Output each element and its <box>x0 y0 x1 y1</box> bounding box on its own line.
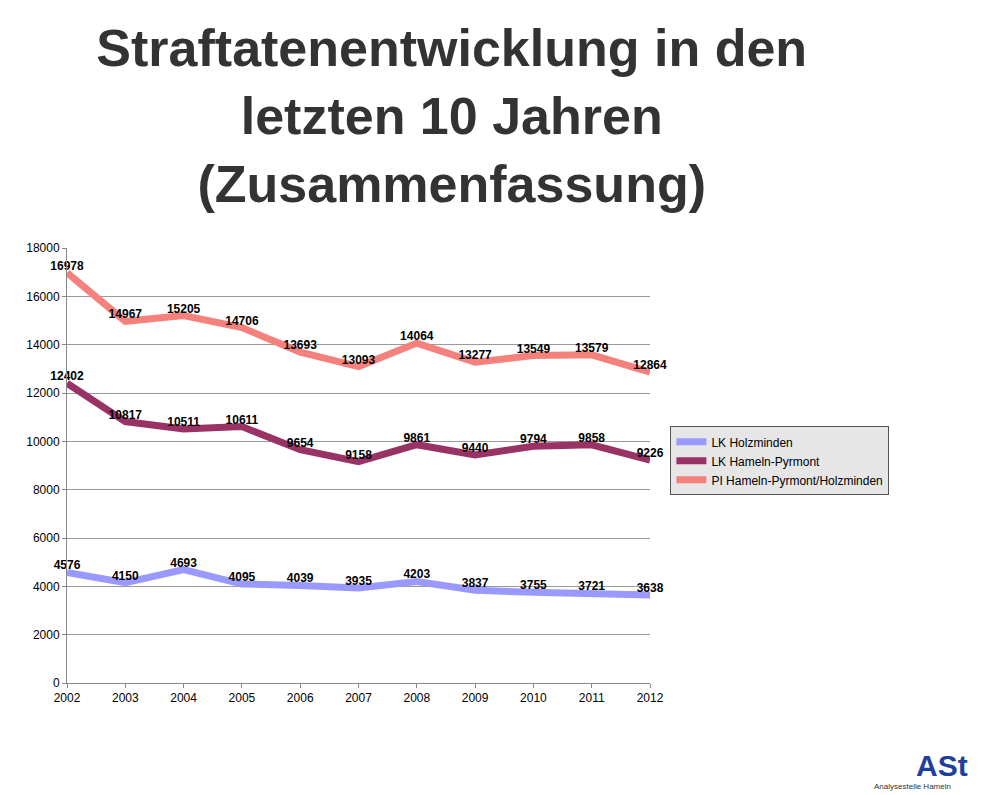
svg-text:2006: 2006 <box>287 691 314 705</box>
svg-text:2005: 2005 <box>229 691 256 705</box>
svg-text:3755: 3755 <box>520 578 547 592</box>
svg-text:10511: 10511 <box>167 415 200 429</box>
svg-text:2010: 2010 <box>520 691 547 705</box>
svg-text:2003: 2003 <box>112 691 139 705</box>
svg-text:Straftatenentwicklung in denle: Straftatenentwicklung in denletzten 10 J… <box>96 19 807 212</box>
svg-text:PI Hameln-Pyrmont/Holzminden: PI Hameln-Pyrmont/Holzminden <box>711 474 882 488</box>
svg-text:2002: 2002 <box>54 691 81 705</box>
svg-text:12864: 12864 <box>633 358 667 372</box>
svg-text:9654: 9654 <box>287 436 314 450</box>
svg-text:ASt: ASt <box>916 749 968 782</box>
svg-text:3935: 3935 <box>345 574 372 588</box>
svg-text:9440: 9440 <box>462 441 489 455</box>
svg-text:2009: 2009 <box>462 691 489 705</box>
svg-text:14706: 14706 <box>225 314 259 328</box>
svg-text:9158: 9158 <box>345 448 372 462</box>
svg-text:LK Holzminden: LK Holzminden <box>711 436 792 450</box>
svg-text:Analysestelle Hameln: Analysestelle Hameln <box>874 782 951 791</box>
svg-text:4000: 4000 <box>33 580 60 594</box>
svg-text:13277: 13277 <box>458 348 492 362</box>
svg-text:4095: 4095 <box>229 570 256 584</box>
svg-text:6000: 6000 <box>33 531 60 545</box>
svg-text:13693: 13693 <box>284 338 318 352</box>
svg-text:9226: 9226 <box>637 446 664 460</box>
svg-text:14000: 14000 <box>26 338 60 352</box>
svg-text:4150: 4150 <box>112 569 139 583</box>
svg-text:4693: 4693 <box>170 556 197 570</box>
svg-text:16000: 16000 <box>26 290 60 304</box>
svg-text:2007: 2007 <box>345 691 372 705</box>
svg-text:14064: 14064 <box>400 329 434 343</box>
svg-text:2000: 2000 <box>33 628 60 642</box>
svg-text:12000: 12000 <box>26 386 60 400</box>
svg-text:3721: 3721 <box>578 579 605 593</box>
svg-text:2011: 2011 <box>579 691 605 705</box>
svg-text:9861: 9861 <box>403 431 430 445</box>
svg-text:4576: 4576 <box>54 558 81 572</box>
svg-text:12402: 12402 <box>50 369 84 383</box>
svg-text:10611: 10611 <box>226 413 259 427</box>
svg-text:14967: 14967 <box>109 307 143 321</box>
svg-text:13579: 13579 <box>575 341 609 355</box>
svg-text:0: 0 <box>53 676 60 690</box>
svg-text:2012: 2012 <box>637 691 664 705</box>
svg-text:13093: 13093 <box>342 353 376 367</box>
svg-text:10000: 10000 <box>26 435 60 449</box>
svg-text:9794: 9794 <box>520 432 547 446</box>
svg-text:15205: 15205 <box>167 302 201 316</box>
svg-text:8000: 8000 <box>33 483 60 497</box>
svg-text:3837: 3837 <box>462 576 489 590</box>
svg-text:LK Hameln-Pyrmont: LK Hameln-Pyrmont <box>711 455 820 469</box>
svg-text:13549: 13549 <box>517 342 551 356</box>
svg-text:16978: 16978 <box>50 259 84 273</box>
svg-text:9858: 9858 <box>578 431 605 445</box>
svg-text:4203: 4203 <box>403 567 430 581</box>
svg-text:4039: 4039 <box>287 571 314 585</box>
svg-text:2004: 2004 <box>170 691 197 705</box>
svg-text:3638: 3638 <box>637 581 664 595</box>
svg-text:18000: 18000 <box>26 241 60 255</box>
svg-text:10817: 10817 <box>109 408 143 422</box>
svg-text:2008: 2008 <box>403 691 430 705</box>
